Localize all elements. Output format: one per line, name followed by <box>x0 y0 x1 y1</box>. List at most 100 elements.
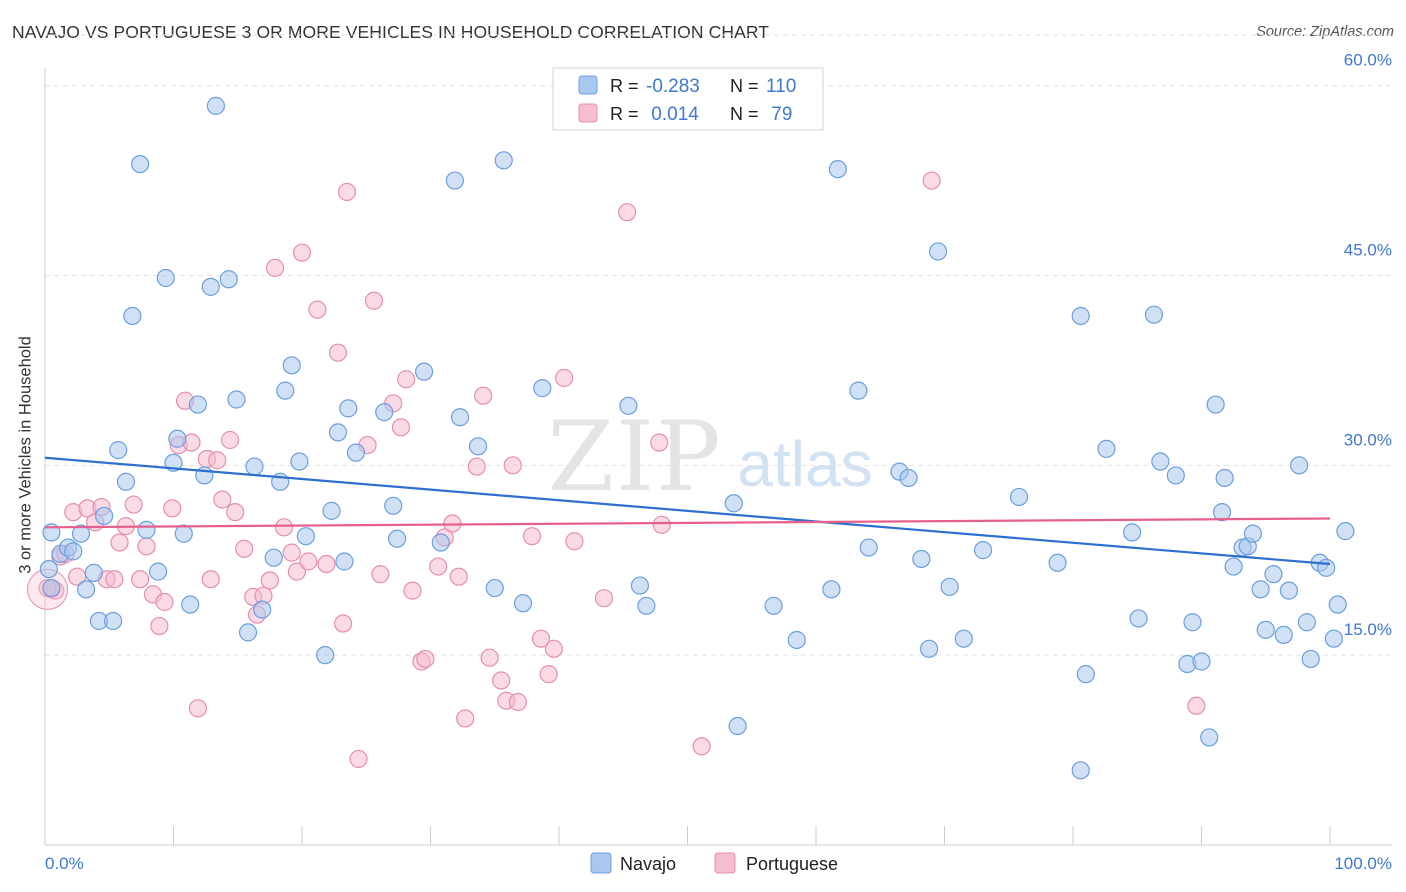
portuguese-point <box>503 456 522 475</box>
navajo-points <box>39 96 1355 780</box>
navajo-point <box>219 270 238 289</box>
navajo-trend-line <box>44 456 1331 566</box>
navajo-point <box>346 443 366 462</box>
portuguese-point <box>308 300 327 319</box>
portuguese-point <box>124 495 143 514</box>
navajo-point <box>188 395 208 414</box>
navajo-point <box>468 437 488 456</box>
navajo-point <box>1224 557 1243 576</box>
navajo-point <box>148 562 168 581</box>
legend-portuguese-n-label: N = <box>730 104 759 124</box>
portuguese-point <box>396 370 416 389</box>
navajo-point <box>1256 620 1275 639</box>
legend-bottom-navajo-label: Navajo <box>620 854 676 874</box>
navajo-point <box>1200 728 1219 747</box>
navajo-point <box>1071 761 1090 780</box>
portuguese-point <box>349 749 368 769</box>
portuguese-point <box>299 552 318 571</box>
portuguese-point <box>292 243 312 262</box>
source-label: Source: ZipAtlas.com <box>1256 24 1394 40</box>
navajo-point <box>384 496 403 515</box>
portuguese-point <box>467 457 486 476</box>
navajo-point <box>1290 456 1309 475</box>
portuguese-point <box>155 592 174 612</box>
navajo-point <box>1071 306 1090 326</box>
y-tick-labels: 15.0% 30.0% 45.0% 60.0% <box>1344 51 1392 640</box>
navajo-point <box>1192 652 1211 671</box>
navajo-point <box>156 268 175 288</box>
portuguese-point <box>403 581 422 600</box>
navajo-point <box>1264 565 1283 584</box>
navajo-point <box>39 559 58 579</box>
legend-navajo-n-label: N = <box>730 76 759 96</box>
navajo-point <box>1206 395 1225 414</box>
portuguese-trend-line <box>44 517 1331 529</box>
y-tick-label: 45.0% <box>1344 240 1392 259</box>
navajo-point <box>822 580 841 599</box>
x-tick-label-min: 0.0% <box>45 854 84 873</box>
portuguese-point <box>265 258 285 277</box>
legend-navajo-r: -0.283 <box>646 76 700 97</box>
navajo-point <box>928 242 948 261</box>
legend-bottom-portuguese-swatch <box>714 852 736 874</box>
portuguese-point <box>220 430 240 450</box>
legend-bottom-navajo-swatch <box>590 852 612 874</box>
navajo-point <box>637 596 656 615</box>
watermark: ZIP atlas <box>547 401 872 513</box>
navajo-point <box>1048 553 1067 572</box>
navajo-point <box>335 552 354 571</box>
navajo-point <box>375 403 394 422</box>
navajo-point <box>1328 595 1347 614</box>
navajo-point <box>859 538 878 557</box>
navajo-point <box>1076 665 1095 684</box>
navajo-point <box>42 578 61 598</box>
portuguese-point <box>652 515 671 534</box>
navajo-point <box>485 578 504 598</box>
navajo-point <box>1166 466 1185 485</box>
portuguese-point <box>391 418 411 437</box>
watermark-atlas: atlas <box>737 428 872 500</box>
legend-bottom-portuguese-label: Portuguese <box>746 854 838 874</box>
legend-navajo-swatch <box>578 75 598 95</box>
navajo-point <box>95 506 114 526</box>
y-tick-label: 15.0% <box>1344 620 1392 639</box>
navajo-point <box>899 468 918 488</box>
navajo-point <box>1129 609 1148 628</box>
portuguese-point <box>531 629 551 648</box>
navajo-point <box>954 629 973 648</box>
navajo-point <box>168 429 187 448</box>
legend-portuguese-r: 0.014 <box>646 104 699 125</box>
navajo-point <box>724 494 743 513</box>
navajo-point <box>296 527 315 546</box>
axes <box>44 68 1392 846</box>
portuguese-point <box>371 565 390 584</box>
navajo-point <box>64 542 83 561</box>
navajo-point <box>1144 305 1164 324</box>
navajo-point <box>322 501 341 520</box>
navajo-point <box>619 396 638 415</box>
portuguese-point <box>544 639 563 658</box>
portuguese-point <box>188 699 208 718</box>
portuguese-point <box>456 709 475 728</box>
portuguese-point <box>480 648 499 667</box>
navajo-point <box>84 563 103 582</box>
portuguese-point <box>594 589 614 608</box>
navajo-point <box>630 576 650 595</box>
navajo-point <box>787 630 806 650</box>
navajo-point <box>206 96 226 115</box>
portuguese-point <box>364 291 384 310</box>
legend-top-box <box>552 67 824 131</box>
navajo-point <box>1317 558 1336 577</box>
navajo-point <box>513 594 533 613</box>
navajo-point <box>1123 523 1142 542</box>
navajo-point <box>264 548 283 567</box>
navajo-point <box>1212 503 1232 522</box>
y-tick-label: 30.0% <box>1344 430 1392 449</box>
x-tick-label-max: 100.0% <box>1334 854 1392 873</box>
navajo-point <box>1336 522 1355 541</box>
navajo-point <box>71 524 91 543</box>
portuguese-point <box>692 737 711 756</box>
navajo-point <box>245 457 264 476</box>
portuguese-point <box>539 665 558 684</box>
navajo-point <box>1215 468 1234 488</box>
